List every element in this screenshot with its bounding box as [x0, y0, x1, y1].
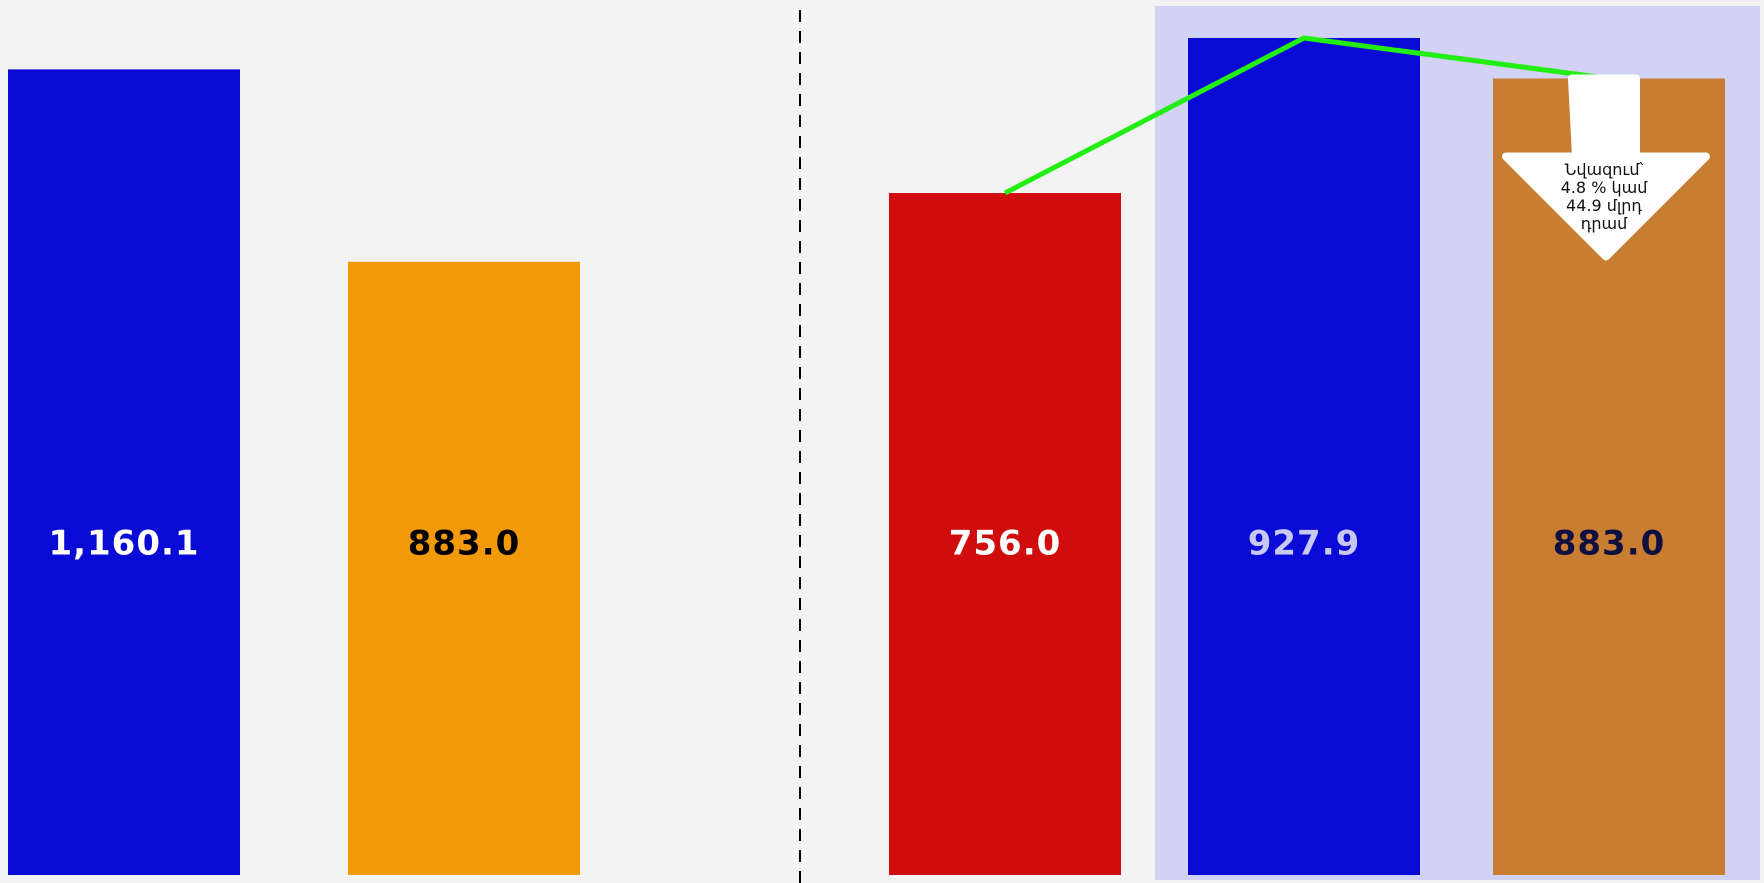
annotation: 44.9 մլրդ: [1566, 196, 1642, 215]
value-label: 883.0: [408, 524, 521, 564]
bar: [1188, 37, 1420, 875]
value-label: 756.0: [949, 524, 1062, 564]
trend-line: [1003, 35, 1610, 196]
annotation: դրամ: [1581, 214, 1628, 233]
down-arrow: [1502, 74, 1710, 261]
value-label: 1,160.1: [48, 524, 199, 564]
value-label: 927.9: [1248, 524, 1361, 564]
bar: [8, 69, 240, 875]
bar: [889, 193, 1121, 875]
bars: [8, 37, 1725, 876]
overlay: 1,160.1 883.0 756.0 927.9 883.0 Նվազում՝4.8 %…: [48, 35, 1710, 564]
bar: [348, 261, 580, 875]
value-label: 883.0: [1553, 524, 1666, 564]
annotation: 4.8 % կամ: [1561, 178, 1649, 197]
annotation: Նվազում՝: [1565, 160, 1644, 179]
